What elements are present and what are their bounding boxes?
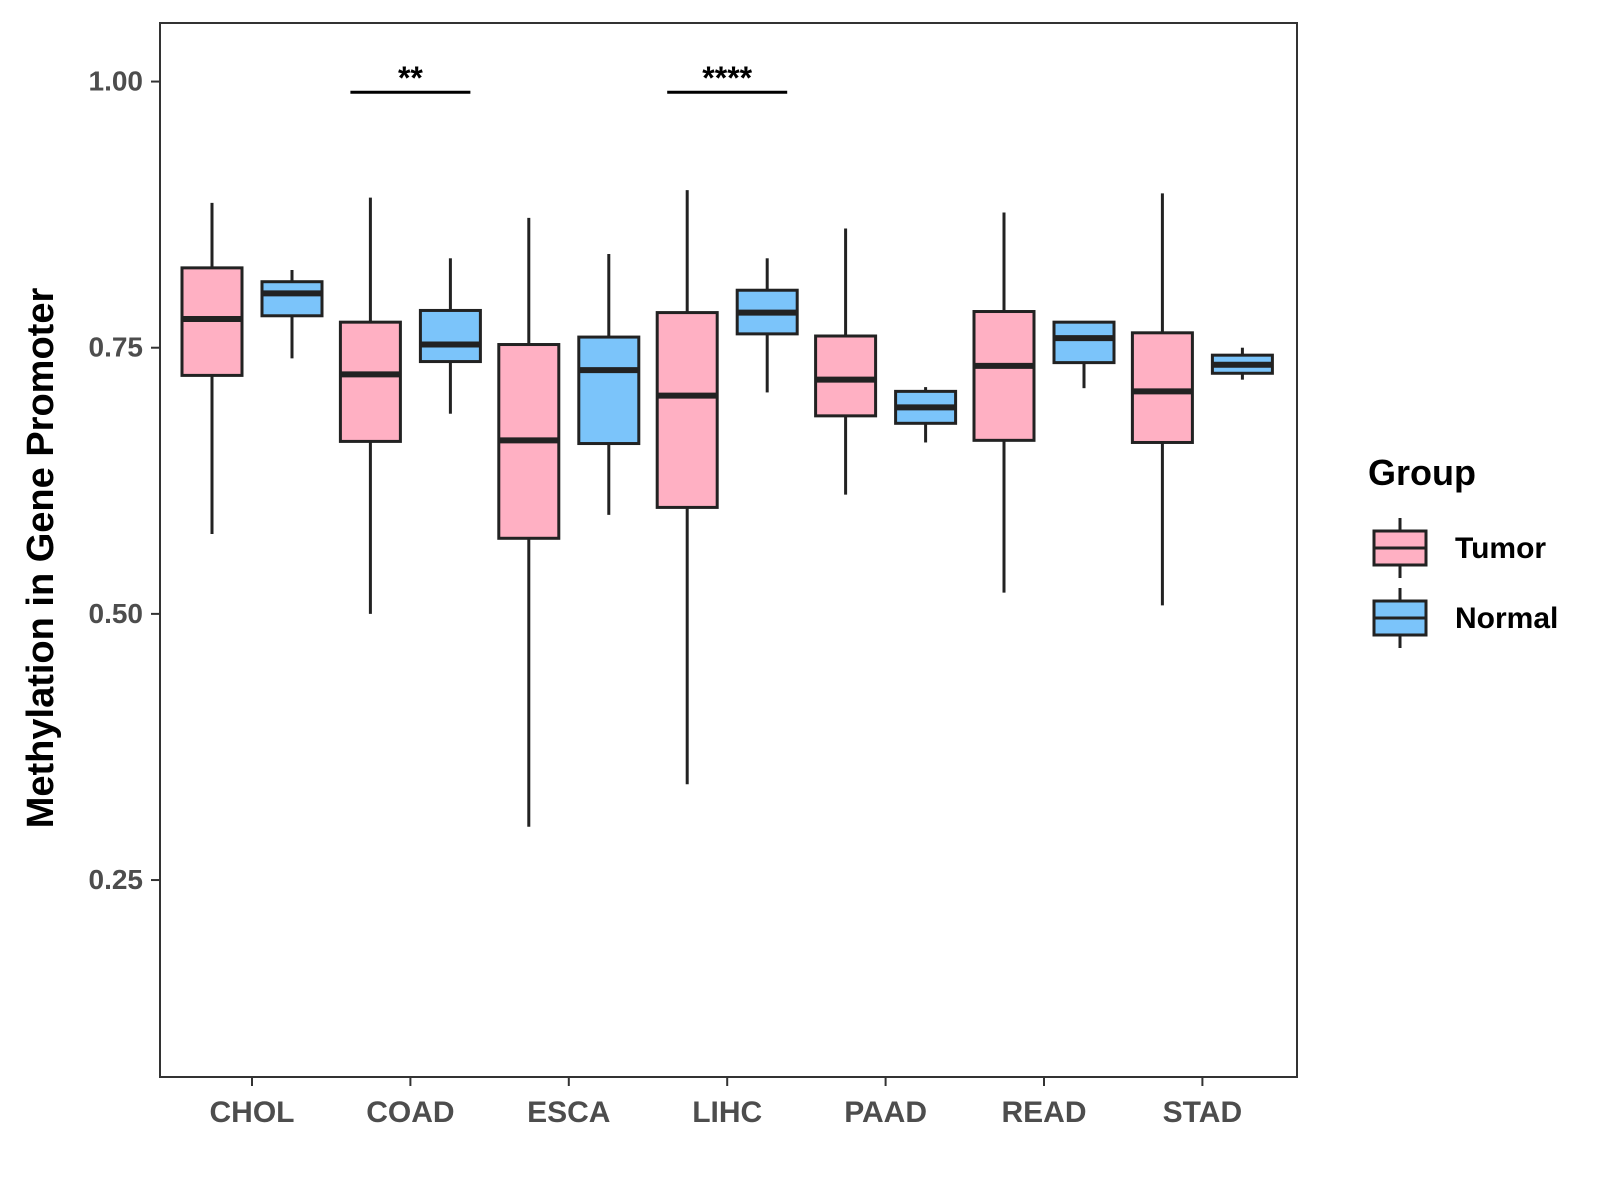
- legend-key-tumor: Tumor: [1372, 518, 1546, 578]
- box-normal-chol: [260, 269, 324, 359]
- significance-label: **: [398, 60, 423, 96]
- box-tumor-paad: [814, 228, 878, 495]
- y-tick-label: 0.50: [89, 598, 144, 629]
- x-tick-label-stad: STAD: [1163, 1096, 1242, 1129]
- significance-label: ****: [702, 60, 752, 96]
- axes: 0.25 0.50 0.75 1.00 CHOL COAD ESCA LIHC PAAD READ…: [89, 66, 1243, 1129]
- box-tumor-chol: [180, 202, 244, 535]
- y-tick-label: 1.00: [89, 66, 144, 97]
- box-iqr: [338, 320, 402, 443]
- y-tick-label: 0.25: [89, 864, 144, 895]
- box-tumor-coad: [338, 197, 402, 614]
- box-normal-stad: [1210, 347, 1274, 380]
- y-tick-label: 0.75: [89, 332, 144, 363]
- box-iqr: [1130, 331, 1194, 444]
- x-tick-label-chol: CHOL: [210, 1096, 295, 1129]
- significance-lihc: ****: [667, 60, 788, 96]
- significance-coad: **: [350, 60, 471, 96]
- box-iqr: [577, 335, 641, 446]
- box-tumor-stad: [1130, 193, 1194, 606]
- box-normal-paad: [894, 387, 958, 443]
- x-tick-label-paad: PAAD: [844, 1096, 927, 1129]
- box-iqr: [972, 310, 1036, 442]
- x-tick-label-coad: COAD: [366, 1096, 454, 1129]
- box-iqr: [1052, 320, 1116, 365]
- panel-border: [159, 22, 1298, 1078]
- legend-label-tumor: Tumor: [1455, 532, 1546, 565]
- box-normal-read: [1052, 320, 1116, 389]
- y-axis-title: Methylation in Gene Promoter: [20, 288, 62, 829]
- box-iqr: [418, 308, 482, 364]
- box-normal-coad: [418, 258, 482, 414]
- x-tick-label-read: READ: [1001, 1096, 1086, 1129]
- box-normal-lihc: [735, 258, 799, 393]
- legend-key-normal: Normal: [1372, 588, 1558, 648]
- box-tumor-esca: [497, 217, 561, 827]
- box-iqr: [655, 311, 719, 509]
- x-tick-label-esca: ESCA: [527, 1096, 610, 1129]
- legend-title: Group: [1368, 452, 1476, 493]
- plot-area: ** ****: [159, 22, 1298, 1078]
- x-tick-label-lihc: LIHC: [692, 1096, 762, 1129]
- legend-label-normal: Normal: [1455, 602, 1558, 635]
- box-normal-esca: [577, 254, 641, 515]
- box-iqr: [814, 334, 878, 418]
- box-tumor-lihc: [655, 190, 719, 785]
- legend: Group Tumor Normal: [1368, 452, 1558, 648]
- box-iqr: [260, 280, 324, 318]
- box-tumor-read: [972, 212, 1036, 593]
